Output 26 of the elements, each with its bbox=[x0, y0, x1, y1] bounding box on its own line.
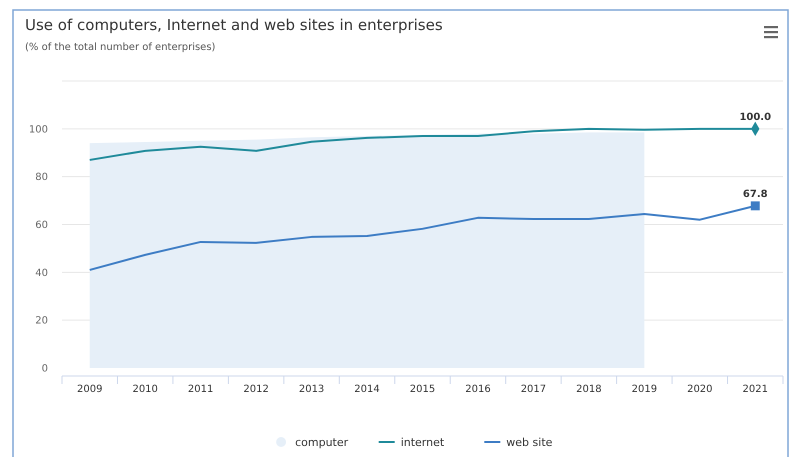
x-tick-label: 2010 bbox=[132, 384, 158, 395]
y-tick-label: 80 bbox=[35, 172, 48, 184]
x-tick-label: 2012 bbox=[243, 384, 269, 395]
x-tick-label: 2017 bbox=[520, 384, 546, 395]
x-tick-label: 2009 bbox=[77, 384, 102, 395]
y-tick-label: 0 bbox=[42, 364, 48, 374]
data-label: 100.0 bbox=[739, 112, 772, 123]
legend-label: web site bbox=[506, 436, 553, 449]
data-label: 67.8 bbox=[742, 188, 768, 200]
y-tick-label: 60 bbox=[35, 220, 48, 231]
legend-label: computer bbox=[295, 436, 349, 449]
x-tick-label: 2013 bbox=[298, 384, 324, 395]
x-tick-label: 2014 bbox=[354, 384, 380, 395]
x-tick-label: 2020 bbox=[687, 384, 713, 395]
legend-label: internet bbox=[400, 436, 445, 449]
chart-subtitle: (% of the total number of enterprises) bbox=[25, 42, 216, 53]
x-tick-label: 2019 bbox=[632, 384, 658, 395]
x-tick-label: 2018 bbox=[576, 384, 602, 395]
y-tick-label: 40 bbox=[35, 268, 48, 279]
y-tick-label: 100 bbox=[28, 124, 48, 136]
x-tick-label: 2016 bbox=[465, 384, 491, 395]
x-tick-label: 2015 bbox=[410, 384, 436, 395]
y-tick-label: 20 bbox=[35, 316, 48, 327]
chart-title: Use of computers, Internet and web sites in enterprises bbox=[25, 16, 443, 34]
x-tick-label: 2011 bbox=[188, 384, 214, 395]
x-tick-label: 2021 bbox=[742, 384, 768, 395]
